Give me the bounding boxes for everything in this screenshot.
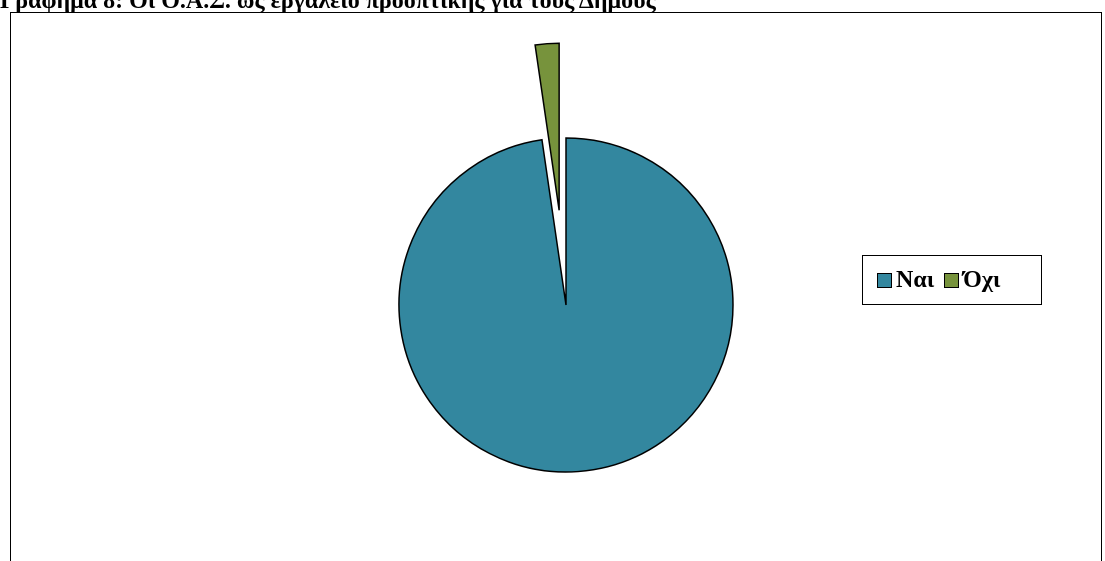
legend-swatch-no bbox=[944, 272, 960, 288]
legend: Ναι Όχι bbox=[862, 255, 1042, 305]
legend-label-no: Όχι bbox=[963, 267, 1001, 293]
legend-entry-yes: Ναι bbox=[877, 266, 934, 294]
pie-slices bbox=[398, 42, 734, 473]
pie-slice-yes bbox=[398, 137, 734, 473]
chart-title: Γράφημα 8: Οι Ο.Α.Σ. ως εργαλείο προοπτι… bbox=[0, 0, 656, 14]
pie-slice-no bbox=[534, 42, 560, 211]
legend-label-yes: Ναι bbox=[896, 267, 935, 293]
legend-swatch-yes bbox=[877, 272, 892, 288]
legend-entry-no: Όχι bbox=[944, 266, 1000, 294]
